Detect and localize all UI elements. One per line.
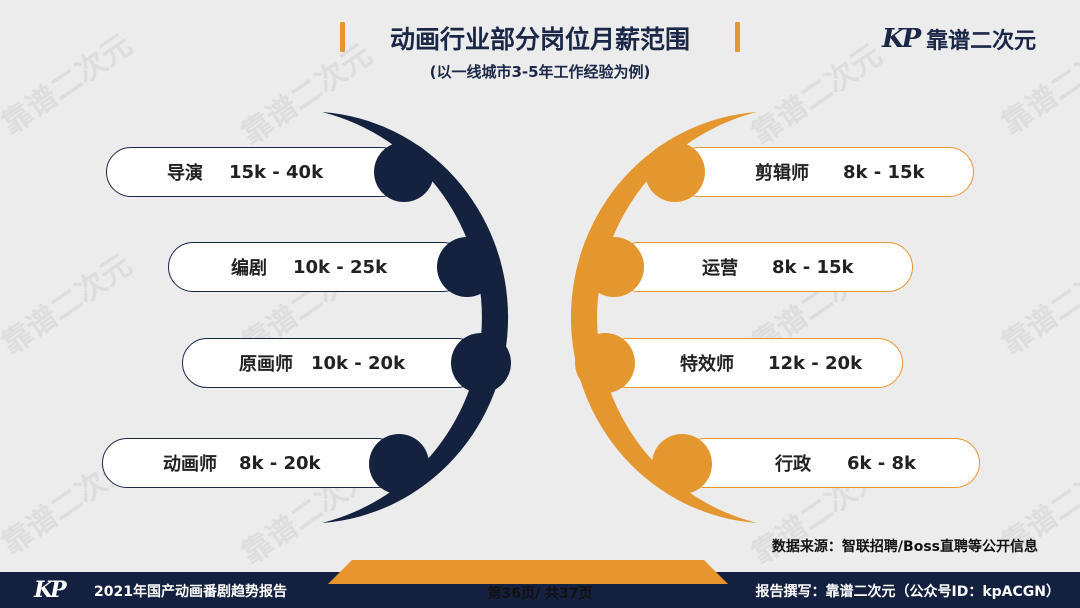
footer-author: 报告撰写：靠谱二次元（公众号ID：kpACGN） — [755, 584, 1060, 600]
data-source: 数据来源：智联招聘/Boss直聘等公开信息 — [771, 539, 1038, 555]
orange-crescent — [570, 112, 757, 523]
footer-report-name: 2021年国产动画番剧趋势报告 — [94, 584, 287, 600]
footer-accent — [328, 560, 728, 584]
role-name: 编剧 — [231, 258, 267, 279]
role-name: 导演 — [167, 163, 203, 184]
title-block: 动画行业部分岗位月薪范围 — [340, 18, 740, 54]
role-salary: 6k - 8k — [847, 452, 916, 474]
navy-dot — [437, 237, 497, 297]
orange-dot — [575, 333, 635, 393]
role-salary: 8k - 15k — [772, 256, 854, 278]
role-salary: 8k - 15k — [843, 161, 925, 183]
role-card-editor: 剪辑师 8k - 15k — [674, 147, 974, 197]
role-card-operations: 运营 8k - 15k — [613, 242, 913, 292]
navy-crescent — [322, 112, 509, 523]
title-bar-right — [735, 22, 740, 52]
orange-dot — [652, 434, 712, 494]
role-name: 行政 — [775, 454, 811, 475]
role-name: 原画师 — [239, 354, 293, 375]
role-card-animator: 动画师 8k - 20k — [102, 438, 402, 488]
navy-dot — [374, 142, 434, 202]
role-name: 特效师 — [680, 354, 734, 375]
orange-dot — [645, 142, 705, 202]
page-subtitle: (以一线城市3-5年工作经验为例) — [429, 63, 651, 81]
role-salary: 15k - 40k — [229, 161, 324, 183]
role-card-screenwriter: 编剧 10k - 25k — [168, 242, 468, 292]
role-salary: 10k - 25k — [293, 256, 388, 278]
role-name: 运营 — [702, 258, 738, 279]
role-name: 剪辑师 — [755, 163, 809, 184]
role-card-administration: 行政 6k - 8k — [680, 438, 980, 488]
role-salary: 8k - 20k — [239, 452, 321, 474]
role-salary: 12k - 20k — [768, 352, 863, 374]
title-bar-left — [340, 22, 345, 52]
logo-text: 靠谱二次元 — [926, 29, 1037, 54]
role-card-vfx-artist: 特效师 12k - 20k — [603, 338, 903, 388]
navy-dot — [451, 333, 511, 393]
role-name: 动画师 — [163, 454, 217, 475]
role-card-director: 导演 15k - 40k — [106, 147, 406, 197]
logo-mark: KP — [882, 24, 921, 54]
role-card-key-animator: 原画师 10k - 20k — [182, 338, 482, 388]
role-salary: 10k - 20k — [311, 352, 406, 374]
orange-dot — [584, 237, 644, 297]
navy-dot — [369, 434, 429, 494]
page-title: 动画行业部分岗位月薪范围 — [389, 25, 690, 54]
footer-page-number: 第36页/ 共37页 — [487, 586, 593, 602]
brand-logo: KP 靠谱二次元 — [882, 22, 1036, 56]
footer-logo-mark: KP — [34, 577, 67, 603]
